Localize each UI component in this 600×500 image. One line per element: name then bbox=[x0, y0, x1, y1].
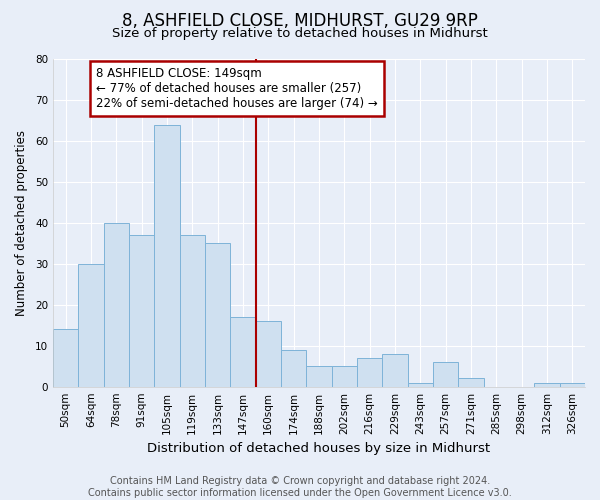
Bar bbox=[230, 317, 256, 386]
Bar bbox=[154, 124, 179, 386]
Bar bbox=[53, 330, 78, 386]
Bar bbox=[281, 350, 306, 387]
X-axis label: Distribution of detached houses by size in Midhurst: Distribution of detached houses by size … bbox=[148, 442, 491, 455]
Text: Contains HM Land Registry data © Crown copyright and database right 2024.
Contai: Contains HM Land Registry data © Crown c… bbox=[88, 476, 512, 498]
Bar bbox=[78, 264, 104, 386]
Bar bbox=[560, 382, 585, 386]
Text: 8, ASHFIELD CLOSE, MIDHURST, GU29 9RP: 8, ASHFIELD CLOSE, MIDHURST, GU29 9RP bbox=[122, 12, 478, 30]
Bar bbox=[382, 354, 407, 386]
Bar bbox=[256, 321, 281, 386]
Text: 8 ASHFIELD CLOSE: 149sqm
← 77% of detached houses are smaller (257)
22% of semi-: 8 ASHFIELD CLOSE: 149sqm ← 77% of detach… bbox=[96, 67, 378, 110]
Bar bbox=[357, 358, 382, 386]
Bar bbox=[407, 382, 433, 386]
Bar bbox=[179, 235, 205, 386]
Bar bbox=[129, 235, 154, 386]
Bar bbox=[433, 362, 458, 386]
Bar bbox=[104, 223, 129, 386]
Bar bbox=[205, 244, 230, 386]
Bar bbox=[535, 382, 560, 386]
Bar bbox=[458, 378, 484, 386]
Text: Size of property relative to detached houses in Midhurst: Size of property relative to detached ho… bbox=[112, 28, 488, 40]
Y-axis label: Number of detached properties: Number of detached properties bbox=[15, 130, 28, 316]
Bar bbox=[332, 366, 357, 386]
Bar bbox=[306, 366, 332, 386]
